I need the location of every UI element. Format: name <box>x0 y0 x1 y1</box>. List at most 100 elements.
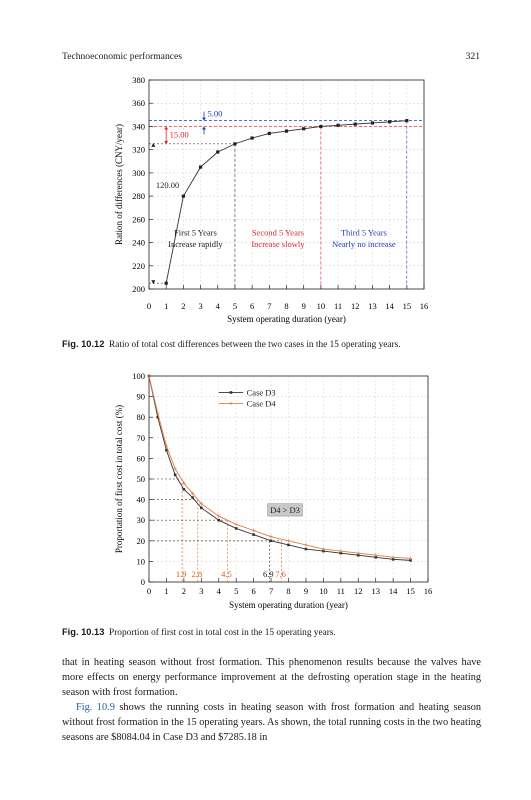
x-tick-label: 12 <box>354 586 363 596</box>
x-tick-label: 4 <box>217 586 222 596</box>
data-point <box>373 553 378 558</box>
y-tick-label: 360 <box>132 98 145 108</box>
y-tick-label: 260 <box>132 214 145 224</box>
marker-label: 6.9 <box>263 569 274 579</box>
figure-10-13-caption: Fig. 10.13 Proportion of first cost in t… <box>62 627 336 638</box>
y-axis-label: Proportation of first cost in total cost… <box>114 405 124 553</box>
x-tick-label: 15 <box>403 301 412 311</box>
x-tick-label: 6 <box>252 586 256 596</box>
data-point <box>216 150 220 154</box>
data-point <box>251 528 256 533</box>
data-point <box>322 549 325 553</box>
data-point <box>284 129 289 133</box>
data-point <box>302 127 306 131</box>
paragraph: Fig. 10.9 shows the running costs in hea… <box>62 700 481 745</box>
x-tick-label: 10 <box>317 301 326 311</box>
x-tick-label: 0 <box>147 586 151 596</box>
data-point <box>173 473 177 477</box>
caption-text: Ratio of total cost differences between … <box>109 340 401 350</box>
y-tick-label: 50 <box>137 474 146 484</box>
x-tick-label: 0 <box>147 301 151 311</box>
data-point <box>336 123 340 127</box>
y-tick-label: 60 <box>137 453 146 463</box>
annotation-5: 5.00 <box>207 109 222 119</box>
data-point <box>405 119 409 123</box>
running-header: Technoeconomic performances 321 <box>62 51 480 65</box>
y-tick-label: 280 <box>132 191 145 201</box>
region-label: Increase slowly <box>251 239 305 249</box>
y-tick-label: 70 <box>137 433 146 443</box>
figure-10-12-caption: Fig. 10.12 Ratio of total cost differenc… <box>62 339 401 350</box>
x-tick-label: 2 <box>182 586 186 596</box>
data-point <box>339 549 343 553</box>
y-tick-label: 200 <box>132 284 145 294</box>
data-point <box>191 496 194 499</box>
x-axis-label: System operating duration (year) <box>227 314 346 324</box>
y-tick-label: 80 <box>137 412 146 422</box>
y-axis-label: Ration of differences (CNY/year) <box>114 124 124 245</box>
data-point <box>156 415 160 419</box>
x-tick-label: 2 <box>181 301 185 311</box>
y-tick-label: 380 <box>132 75 145 85</box>
data-point <box>234 527 238 530</box>
data-point <box>173 466 177 471</box>
x-tick-label: 3 <box>199 586 203 596</box>
x-tick-label: 8 <box>284 301 288 311</box>
x-tick-label: 3 <box>198 301 202 311</box>
caption-label: Fig. 10.12 <box>62 339 105 349</box>
data-point <box>181 194 185 198</box>
caption-label: Fig. 10.13 <box>62 627 105 637</box>
x-tick-label: 15 <box>406 586 415 596</box>
figure-link[interactable]: Fig. 10.9 <box>76 702 115 713</box>
data-point <box>164 444 169 448</box>
x-tick-label: 7 <box>269 586 273 596</box>
x-tick-label: 6 <box>250 301 254 311</box>
region-label: Increase rapidly <box>168 239 223 249</box>
legend-marker <box>229 401 233 406</box>
y-tick-label: 240 <box>132 238 145 248</box>
region-label: Third 5 Years <box>341 228 387 238</box>
data-point <box>200 506 203 510</box>
x-tick-label: 10 <box>319 586 328 596</box>
y-tick-label: 10 <box>137 556 146 566</box>
section-title: Technoeconomic performances <box>62 51 182 62</box>
data-point <box>356 551 361 555</box>
data-point <box>199 501 204 506</box>
paragraph: that in heating season without frost for… <box>62 657 481 698</box>
data-point <box>217 518 221 522</box>
x-tick-label: 4 <box>216 301 221 311</box>
comparison-box <box>267 503 303 517</box>
y-tick-label: 20 <box>137 536 146 546</box>
x-tick-label: 9 <box>302 301 306 311</box>
arrow-head <box>151 142 156 147</box>
y-tick-label: 300 <box>132 168 145 178</box>
data-point <box>409 559 412 562</box>
x-tick-label: 8 <box>286 586 290 596</box>
data-point <box>269 534 273 539</box>
x-tick-label: 14 <box>385 301 394 311</box>
legend-marker <box>229 391 233 394</box>
data-point <box>250 136 254 140</box>
x-tick-label: 12 <box>351 301 360 311</box>
y-tick-label: 320 <box>132 145 145 155</box>
y-tick-label: 100 <box>132 371 145 381</box>
data-point <box>216 514 221 518</box>
data-point <box>391 555 395 560</box>
data-point <box>252 533 255 536</box>
marker-label: 2.8 <box>192 569 203 579</box>
data-point <box>374 555 377 559</box>
x-tick-label: 13 <box>368 301 377 311</box>
region-label: Second 5 Years <box>252 228 304 238</box>
data-point <box>267 131 271 136</box>
comparison-label: D4 > D3 <box>270 505 300 515</box>
page-number: 321 <box>465 51 480 62</box>
annotation-120: 120.00 <box>156 180 179 190</box>
data-point <box>147 374 151 378</box>
series-line <box>148 375 411 559</box>
paragraph-text: shows the running costs in heating seaso… <box>62 702 481 743</box>
y-tick-label: 40 <box>137 495 146 505</box>
data-point <box>234 522 238 527</box>
marker-label: 4.5 <box>221 569 232 579</box>
data-point <box>391 558 395 561</box>
